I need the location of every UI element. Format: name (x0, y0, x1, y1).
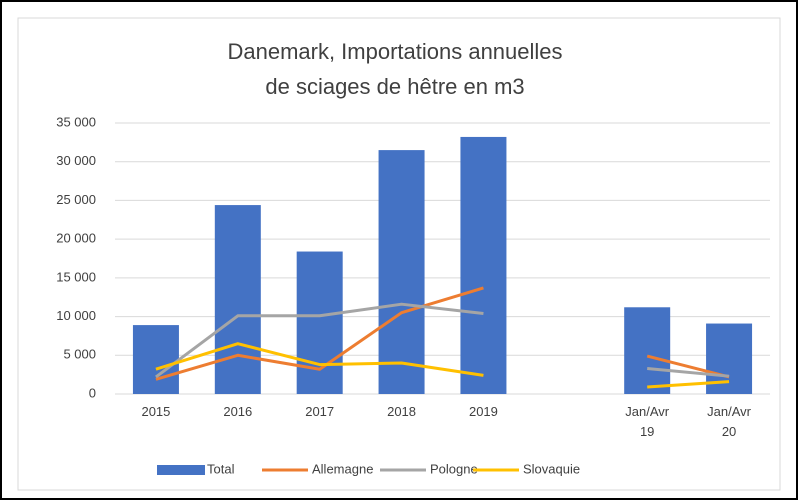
bar (132, 325, 179, 394)
y-tick-label: 30 000 (56, 153, 96, 168)
x-tick-label: 2016 (223, 404, 253, 419)
x-tick-label: 2017 (305, 404, 335, 419)
legend-label: Pologne (430, 461, 478, 476)
legend-label: Allemagne (312, 461, 373, 476)
y-tick-label: 15 000 (56, 269, 96, 284)
chart-title: Danemark, Importations annuelles (227, 39, 562, 64)
y-tick-label: 10 000 (56, 308, 96, 323)
bar (214, 205, 261, 394)
x-tick-label: 2019 (468, 404, 498, 419)
y-tick-label: 20 000 (56, 231, 96, 246)
line-series (155, 342, 730, 389)
y-tick-label: 0 (89, 385, 96, 400)
y-tick-label: 5 000 (63, 347, 96, 362)
x-tick-label: Jan/Avr 19 (625, 404, 670, 439)
x-tick-label: 2015 (141, 404, 171, 419)
bar (378, 150, 425, 394)
chart-area (17, 17, 781, 491)
legend-label: Slovaquie (523, 461, 580, 476)
y-tick-label: 35 000 (56, 114, 96, 129)
bar (296, 251, 343, 394)
bar (460, 136, 507, 395)
x-tick-label: Jan/Avr 20 (707, 404, 751, 439)
legend-swatch (157, 465, 205, 475)
line-series (155, 302, 730, 379)
legend-label: Total (207, 461, 235, 476)
x-tick-label: 2018 (387, 404, 417, 419)
chart-title: de sciages de hêtre en m3 (265, 74, 524, 99)
y-tick-label: 25 000 (56, 192, 96, 207)
bar (624, 307, 671, 394)
